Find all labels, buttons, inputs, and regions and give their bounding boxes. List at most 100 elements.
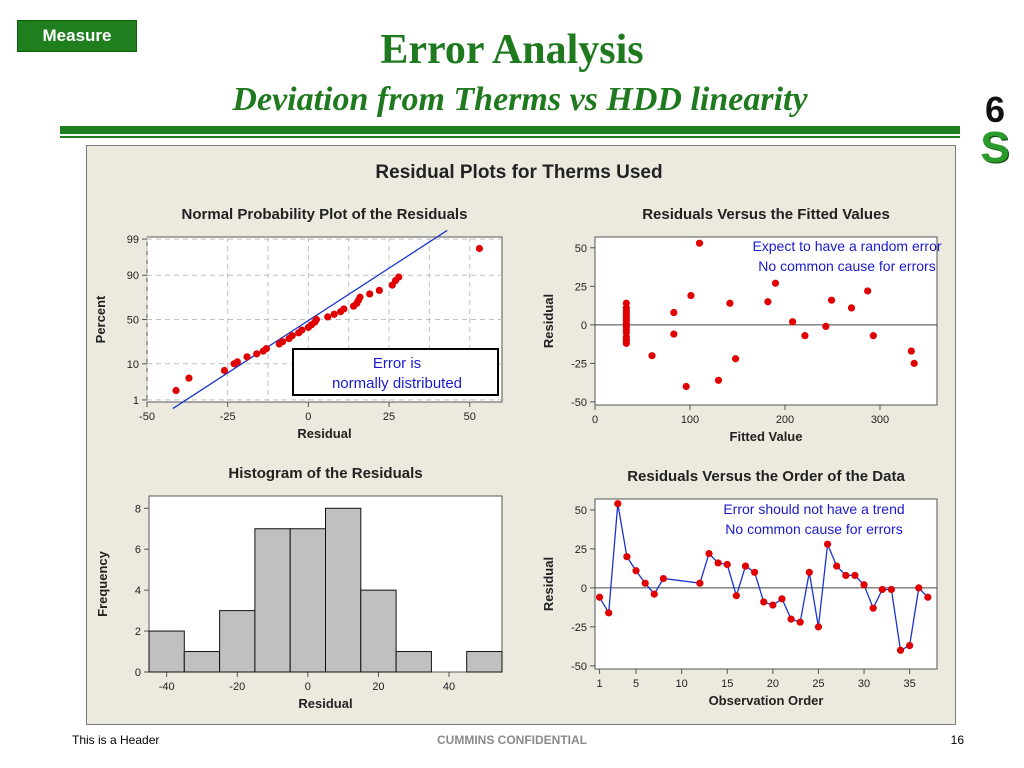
fit-line xyxy=(172,229,448,410)
series-line xyxy=(599,503,929,652)
x-tick-label: -20 xyxy=(229,681,245,693)
residuals-histogram: Histogram of the Residuals Residual Freque… xyxy=(95,465,503,711)
y-tick-label: 25 xyxy=(575,544,587,556)
histogram-bar xyxy=(395,651,432,673)
data-point xyxy=(723,560,731,569)
x-axis-label: Fitted Value xyxy=(730,429,803,444)
data-point xyxy=(732,355,740,363)
y-axis-label: Percent xyxy=(93,295,108,343)
histogram-bar xyxy=(183,651,221,673)
data-point xyxy=(696,579,704,587)
y-tick-label: 4 xyxy=(135,585,141,597)
y-tick-label: 50 xyxy=(575,505,587,517)
x-tick-label: 30 xyxy=(858,678,870,690)
x-tick-label: 200 xyxy=(776,414,794,426)
data-point xyxy=(726,299,734,307)
data-point xyxy=(869,604,877,612)
data-point xyxy=(324,313,332,321)
data-point xyxy=(827,296,836,304)
data-point xyxy=(605,609,613,617)
data-point xyxy=(475,244,484,253)
data-point xyxy=(787,615,795,623)
logo-s: S xyxy=(980,123,1010,172)
x-axis-label: Residual xyxy=(298,696,352,711)
y-tick-label: 6 xyxy=(135,544,141,556)
x-tick-label: -25 xyxy=(220,411,236,423)
x-tick-label: -50 xyxy=(139,411,155,423)
data-point xyxy=(220,366,229,375)
title-rule-thin xyxy=(60,136,960,138)
residuals-vs-order-plot: Residuals Versus the Order of the Data Ob… xyxy=(541,468,938,708)
data-point xyxy=(924,593,932,601)
y-tick-label: 2 xyxy=(135,626,141,638)
data-point xyxy=(262,344,271,353)
x-tick-label: 0 xyxy=(592,414,598,426)
data-point xyxy=(614,500,622,508)
y-tick-label: 90 xyxy=(127,270,139,282)
footer-header-text: This is a Header xyxy=(72,733,160,747)
data-point xyxy=(851,571,859,580)
y-tick-label: -50 xyxy=(571,397,587,409)
x-tick-label: 100 xyxy=(681,414,699,426)
data-point xyxy=(801,332,809,340)
plot-area xyxy=(594,236,938,406)
data-point xyxy=(278,338,287,346)
data-point xyxy=(814,623,823,631)
x-tick-label: 5 xyxy=(633,678,639,690)
plot-title: Normal Probability Plot of the Residuals xyxy=(182,206,468,223)
data-point xyxy=(778,595,786,603)
histogram-bar xyxy=(289,528,326,673)
x-tick-label: 20 xyxy=(767,678,779,690)
x-tick-label: 1 xyxy=(596,678,602,690)
data-point xyxy=(714,376,723,384)
data-point xyxy=(771,279,780,287)
section-badge: Measure xyxy=(17,20,137,52)
y-tick-label: 50 xyxy=(127,315,139,327)
data-point xyxy=(330,310,338,318)
data-point xyxy=(623,553,631,561)
x-tick-label: 35 xyxy=(904,678,916,690)
y-axis-label: Residual xyxy=(541,557,556,611)
data-point xyxy=(896,646,905,654)
normal-probability-plot: Normal Probability Plot of the Residuals… xyxy=(93,206,503,441)
histogram-bar xyxy=(148,630,185,673)
residuals-vs-fitted-plot: Residuals Versus the Fitted Values Fitted… xyxy=(541,206,942,444)
data-point xyxy=(732,592,740,600)
data-point xyxy=(833,562,841,570)
title-rule-thick xyxy=(60,126,960,134)
annotation-text: Error should not have a trend xyxy=(723,501,904,517)
footer-confidential: CUMMINS CONFIDENTIAL xyxy=(437,733,587,747)
data-point xyxy=(185,374,193,382)
data-point xyxy=(312,315,321,324)
data-point xyxy=(243,353,251,361)
annotation-text: Error is xyxy=(373,355,421,372)
data-point xyxy=(622,339,630,347)
data-point xyxy=(769,601,777,609)
data-point xyxy=(366,290,374,298)
data-point xyxy=(878,585,886,594)
data-point xyxy=(687,291,695,300)
x-axis-label: Observation Order xyxy=(709,693,824,708)
data-point xyxy=(714,559,722,567)
data-point xyxy=(910,359,918,367)
x-tick-label: 300 xyxy=(871,414,889,426)
residual-plots-panel: Residual Plots for Therms Used Normal Pr… xyxy=(86,145,956,725)
histogram-bar xyxy=(325,507,362,673)
y-tick-label: 99 xyxy=(127,234,139,246)
data-point xyxy=(822,322,830,330)
data-point xyxy=(869,332,877,340)
data-point xyxy=(760,598,768,606)
y-tick-label: -25 xyxy=(571,358,587,370)
data-point xyxy=(751,568,759,576)
data-point xyxy=(595,593,604,601)
annotation-text: Expect to have a random error xyxy=(752,238,941,254)
data-point xyxy=(796,618,804,626)
figure-title: Residual Plots for Therms Used xyxy=(375,162,662,183)
x-tick-label: -40 xyxy=(159,681,175,693)
histogram-bar xyxy=(254,528,291,673)
data-point xyxy=(650,590,658,598)
y-tick-label: 0 xyxy=(581,320,587,332)
data-point xyxy=(842,571,850,580)
data-point xyxy=(764,298,772,306)
x-tick-label: 25 xyxy=(812,678,824,690)
